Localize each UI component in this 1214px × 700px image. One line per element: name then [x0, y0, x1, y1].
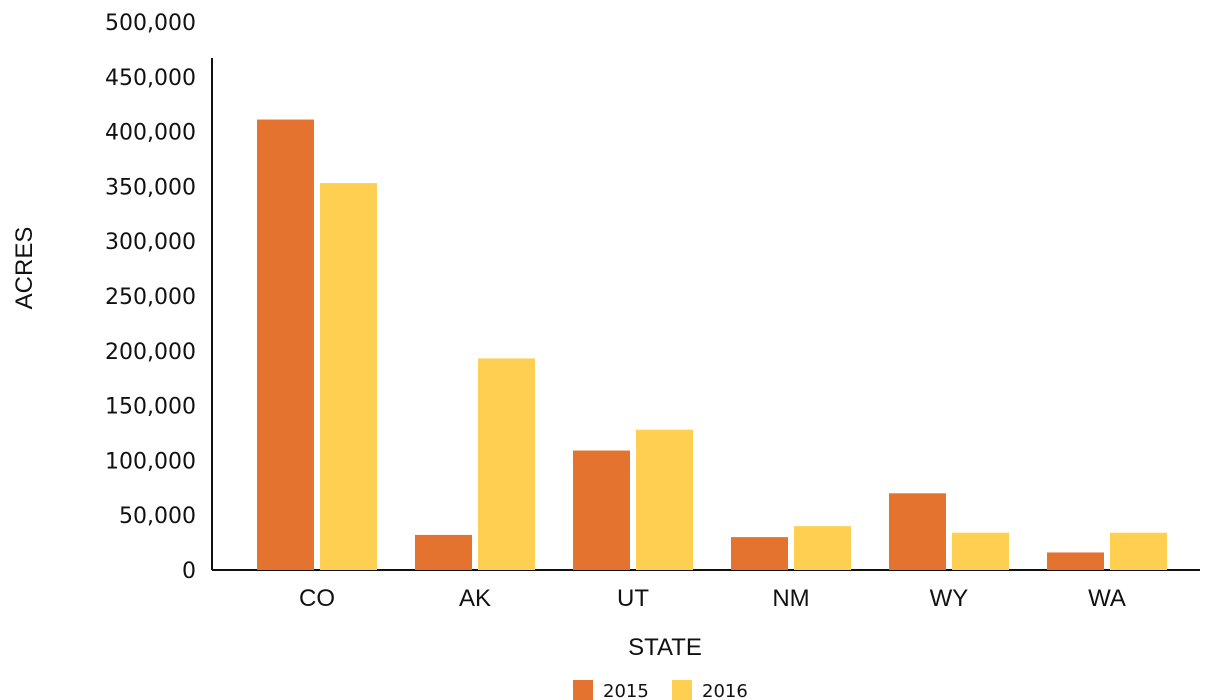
x-tick-label-nm: NM — [772, 585, 809, 612]
x-axis-tick-labels: CO AK UT NM WY WA — [299, 585, 1126, 612]
y-tick-label: 350,000 — [105, 175, 196, 200]
y-tick-label: 0 — [182, 559, 196, 584]
y-axis-tick-labels: 0 50,000 100,000 150,000 200,000 250,000 300,0… — [105, 11, 196, 584]
legend-swatch-2016 — [672, 680, 692, 700]
x-tick-label-ut: UT — [617, 585, 649, 612]
y-tick-label: 450,000 — [105, 66, 196, 91]
y-tick-label: 300,000 — [105, 230, 196, 255]
legend-label-2015: 2015 — [603, 681, 649, 700]
bar-wa-2016 — [1110, 532, 1167, 570]
legend-swatch-2015 — [573, 680, 593, 700]
bar-wa-2015 — [1047, 552, 1104, 570]
y-tick-label: 250,000 — [105, 285, 196, 310]
y-tick-label: 50,000 — [119, 504, 196, 529]
bar-co-2015 — [257, 119, 314, 570]
x-tick-label-wa: WA — [1088, 585, 1126, 612]
bar-ut-2016 — [636, 429, 693, 570]
x-tick-label-wy: WY — [930, 585, 969, 612]
bar-co-2016 — [320, 183, 377, 570]
bar-nm-2015 — [731, 537, 788, 570]
bar-wy-2015 — [889, 493, 946, 570]
y-tick-label: 100,000 — [105, 449, 196, 474]
bar-nm-2016 — [794, 526, 851, 570]
bar-ut-2015 — [573, 450, 630, 570]
bar-ak-2015 — [415, 534, 472, 570]
y-tick-label: 500,000 — [105, 11, 196, 36]
x-axis-title: STATE — [628, 634, 702, 661]
y-axis-title: ACRES — [11, 227, 38, 310]
legend-label-2016: 2016 — [702, 681, 748, 700]
x-tick-label-ak: AK — [459, 585, 491, 612]
legend: 2015 2016 — [573, 680, 748, 700]
bars-group — [257, 119, 1167, 570]
y-tick-label: 400,000 — [105, 121, 196, 146]
bar-ak-2016 — [478, 358, 535, 570]
y-tick-label: 150,000 — [105, 395, 196, 420]
y-tick-label: 200,000 — [105, 340, 196, 365]
x-tick-label-co: CO — [299, 585, 335, 612]
bar-wy-2016 — [952, 532, 1009, 570]
